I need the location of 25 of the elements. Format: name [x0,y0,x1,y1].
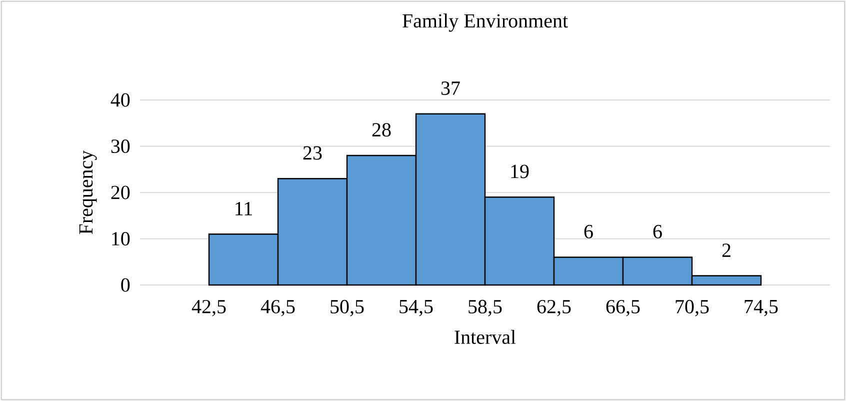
x-tick-label: 62,5 [537,300,571,316]
y-tick-label: 10 [112,232,130,246]
data-label: 19 [511,164,529,178]
y-axis-title: Frequency [79,150,97,234]
chart-title: Family Environment [402,14,568,32]
y-tick-label: 40 [110,93,130,107]
x-tick-label: 42,5 [192,300,226,316]
data-label: 2 [722,244,730,257]
x-tick-label: 74,5 [744,300,778,316]
data-label: 11 [236,202,252,216]
data-label: 23 [303,146,322,160]
y-tick-label: 30 [111,140,130,153]
x-tick-label: 50,5 [330,300,364,316]
x-tick-label: 46,5 [260,300,295,316]
x-tick-label: 66,5 [606,300,640,316]
x-tick-label: 70,5 [676,300,709,316]
data-label: 37 [441,82,460,95]
y-tick-label: 20 [111,186,130,200]
x-axis-title: Interval [454,330,516,344]
x-tick-label: 54,5 [400,300,433,316]
data-label: 28 [372,123,391,137]
data-label: 6 [653,224,662,238]
x-tick-label: 58,5 [468,300,502,316]
y-tick-label: 0 [121,278,130,292]
data-label: 6 [584,224,593,238]
